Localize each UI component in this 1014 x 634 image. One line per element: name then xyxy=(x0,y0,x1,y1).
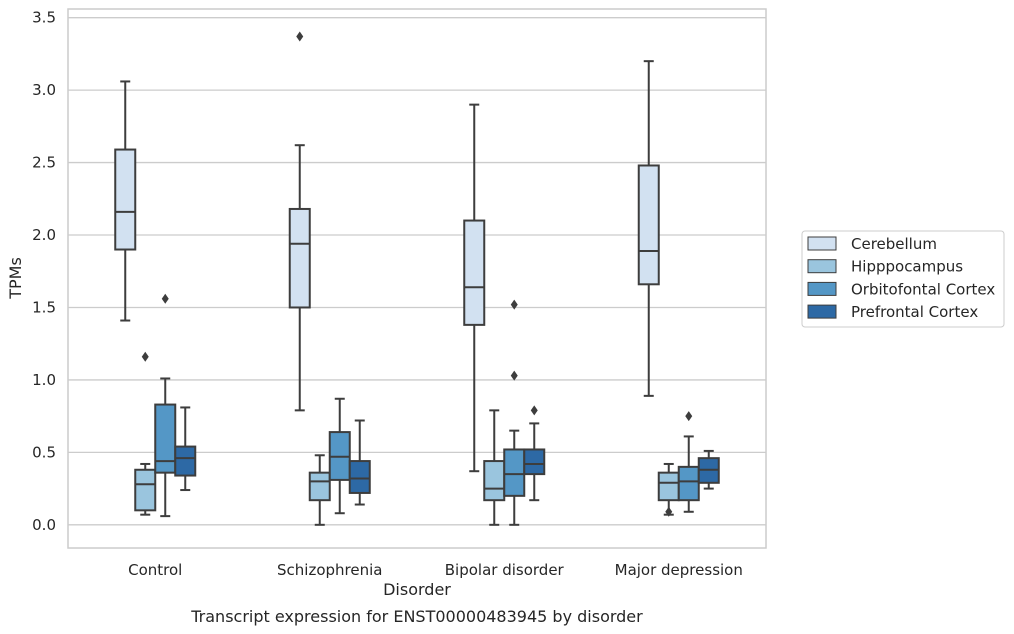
box-3-0 xyxy=(174,406,197,492)
y-tick-label: 1.0 xyxy=(32,371,56,389)
box-1-2 xyxy=(483,409,506,526)
outlier-point xyxy=(161,293,169,304)
box-1-1 xyxy=(308,454,331,526)
box-2-2 xyxy=(503,299,526,526)
iqr-box xyxy=(503,448,526,497)
x-tick-labels: Control Schizophrenia Bipolar disorder Majo… xyxy=(128,561,743,579)
iqr-box xyxy=(483,460,506,502)
y-tick-label: 3.5 xyxy=(32,9,56,27)
box-3-1 xyxy=(348,419,371,506)
box-2-0 xyxy=(154,293,177,518)
legend-swatch xyxy=(807,259,837,274)
outlier-point xyxy=(530,405,538,416)
legend-swatch xyxy=(807,236,837,251)
legend: Cerebellum Hipppocampus Orbitofontal Corte… xyxy=(801,230,1005,328)
y-tick-labels: 0.0 0.5 1.0 1.5 2.0 2.5 3.0 3.5 xyxy=(32,9,56,534)
legend-swatch xyxy=(807,281,837,296)
x-tick-label: Schizophrenia xyxy=(277,561,382,579)
outlier-point xyxy=(685,411,693,422)
y-tick-label: 1.5 xyxy=(32,298,56,316)
x-tick-label: Major depression xyxy=(615,561,743,579)
box-3-2 xyxy=(523,405,546,502)
legend-frame xyxy=(801,230,1005,328)
iqr-box xyxy=(154,403,177,474)
legend-label: Cerebellum xyxy=(851,235,937,253)
iqr-box xyxy=(677,465,700,502)
iqr-box xyxy=(657,471,680,502)
y-tick-label: 2.0 xyxy=(32,226,56,244)
iqr-box xyxy=(463,219,486,326)
iqr-box xyxy=(637,164,660,286)
legend-label: Orbitofontal Cortex xyxy=(851,280,995,298)
iqr-box xyxy=(523,448,546,476)
outlier-point xyxy=(665,506,673,517)
plot-frame xyxy=(67,8,767,549)
box-2-1 xyxy=(328,397,351,515)
y-tick-label: 0.5 xyxy=(32,443,56,461)
box-1-0 xyxy=(134,351,157,516)
iqr-box xyxy=(134,468,157,512)
x-tick-label: Bipolar disorder xyxy=(445,561,565,579)
box-0-2 xyxy=(463,103,486,473)
figure-caption: Transcript expression for ENST0000048394… xyxy=(190,607,643,626)
legend-label: Prefrontal Cortex xyxy=(851,303,978,321)
outlier-point xyxy=(296,31,304,42)
x-axis-title: Disorder xyxy=(383,580,451,599)
box-series xyxy=(114,31,720,526)
y-tick-label: 0.0 xyxy=(32,516,56,534)
outlier-point xyxy=(510,370,518,381)
x-tick-label: Control xyxy=(128,561,182,579)
legend-label: Hipppocampus xyxy=(851,258,963,276)
iqr-box xyxy=(308,471,331,502)
outlier-point xyxy=(510,299,518,310)
y-tick-label: 3.0 xyxy=(32,81,56,99)
outlier-point xyxy=(141,351,149,362)
legend-swatch xyxy=(807,304,837,319)
y-tick-label: 2.5 xyxy=(32,154,56,172)
box-0-0 xyxy=(114,80,137,322)
iqr-box xyxy=(288,207,311,309)
box-0-3 xyxy=(637,60,660,397)
y-axis-title: TPMs xyxy=(6,257,25,300)
box-0-1 xyxy=(288,31,311,412)
iqr-box xyxy=(174,445,197,477)
iqr-box xyxy=(348,460,371,494)
box-1-3 xyxy=(657,462,680,517)
iqr-box xyxy=(114,148,137,251)
box-3-3 xyxy=(697,449,720,490)
